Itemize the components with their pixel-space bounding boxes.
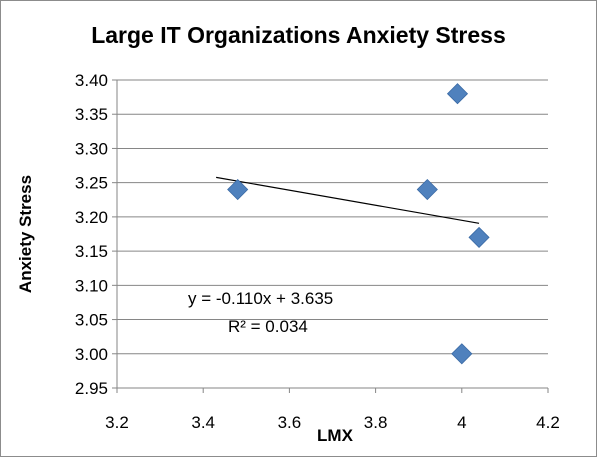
x-tick-label: 4 — [457, 413, 466, 432]
x-tick-label: 3.2 — [105, 413, 129, 432]
x-axis-ticks: 3.2 3.4 3.6 3.8 4 4.2 — [105, 413, 560, 432]
x-tick-label: 3.8 — [364, 413, 388, 432]
y-tick-label: 3.00 — [75, 345, 108, 364]
y-tick-label: 3.15 — [75, 242, 108, 261]
y-tick-label: 2.95 — [75, 379, 108, 398]
y-axis-ticks: 2.95 3.00 3.05 3.10 3.15 3.20 3.25 3.30 3.35 3.40 — [75, 71, 108, 398]
y-axis-title: Anxiety Stress — [16, 175, 35, 293]
gridlines — [117, 79, 548, 355]
y-tick-label: 3.05 — [75, 311, 108, 330]
y-tick-label: 3.40 — [75, 71, 108, 90]
trendline-equation: y = -0.110x + 3.635 — [188, 289, 334, 308]
trendline — [216, 176, 480, 224]
x-tick-label: 3.4 — [191, 413, 215, 432]
data-points — [227, 83, 490, 365]
y-tick-label: 3.30 — [75, 139, 108, 158]
y-tick-label: 3.25 — [75, 174, 108, 193]
data-point — [468, 226, 490, 248]
data-point — [416, 178, 438, 201]
data-point — [227, 178, 249, 201]
x-axis-title: LMX — [317, 426, 354, 445]
x-tick-label: 3.6 — [278, 413, 302, 432]
trendline-group — [216, 176, 480, 224]
chart-title: Large IT Organizations Anxiety Stress — [91, 22, 506, 48]
data-point — [451, 343, 473, 365]
r-squared-label: R² = 0.034 — [228, 317, 308, 336]
y-tick-label: 3.10 — [75, 276, 108, 295]
y-tick-label: 3.35 — [75, 105, 108, 124]
y-tick-label: 3.20 — [75, 208, 108, 227]
data-point — [446, 83, 469, 105]
axes — [112, 79, 549, 393]
x-tick-label: 4.2 — [536, 413, 560, 432]
